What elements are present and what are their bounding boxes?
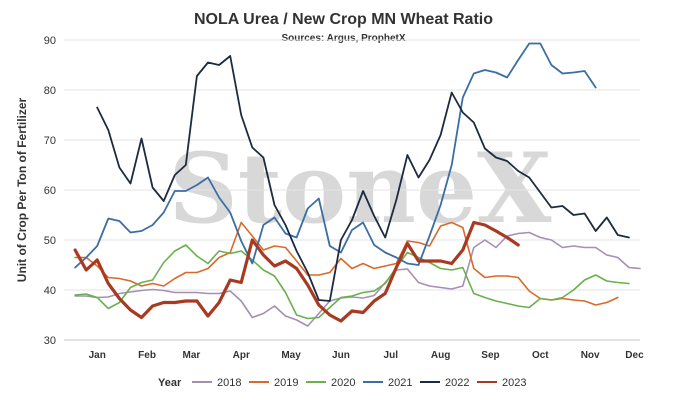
chart-subtitle: Sources: Argus, ProphetX <box>281 33 405 44</box>
chart-title: NOLA Urea / New Crop MN Wheat Ratio <box>194 11 493 28</box>
x-tick-label-apr: Apr <box>233 350 250 361</box>
x-tick-label-jan: Jan <box>89 350 106 361</box>
x-tick-label-jul: Jul <box>384 350 399 361</box>
gridlines <box>64 39 640 341</box>
x-tick-label-jun: Jun <box>332 350 350 361</box>
legend-title: Year <box>158 377 182 389</box>
y-tick-label-50: 50 <box>44 235 56 247</box>
y-tick-label-40: 40 <box>44 285 56 297</box>
y-tick-label-70: 70 <box>44 135 56 147</box>
legend-label-2021: 2021 <box>388 377 412 389</box>
x-tick-label-may: May <box>281 350 301 361</box>
y-tick-label-90: 90 <box>44 35 56 47</box>
legend-label-2018: 2018 <box>217 377 241 389</box>
x-tick-label-feb: Feb <box>138 350 156 361</box>
series-line-2021 <box>74 42 597 269</box>
legend-label-2023: 2023 <box>502 377 526 389</box>
y-tick-label-80: 80 <box>44 85 56 97</box>
legend-label-2022: 2022 <box>445 377 469 389</box>
series-line-2023 <box>73 220 520 323</box>
x-tick-label-sep: Sep <box>481 350 499 361</box>
series-line-2019 <box>74 221 619 306</box>
legend: Year 2018 2019 2020 2021 2022 2023 <box>158 377 526 389</box>
x-tick-label-aug: Aug <box>431 350 450 361</box>
x-tick-label-nov: Nov <box>581 350 600 361</box>
x-tick-label-dec: Dec <box>625 350 644 361</box>
series-lines <box>73 42 641 327</box>
axes: 30 40 50 60 70 80 90 Jan Feb Mar Apr May Jun Jul Aug Se… <box>44 35 644 361</box>
x-tick-label-mar: Mar <box>182 350 200 361</box>
x-tick-label-oct: Oct <box>532 350 549 361</box>
y-tick-label-30: 30 <box>44 335 56 347</box>
series-line-2018 <box>74 231 641 327</box>
y-tick-label-60: 60 <box>44 185 56 197</box>
watermark-text: StoneX <box>168 132 552 245</box>
legend-label-2019: 2019 <box>274 377 298 389</box>
legend-label-2020: 2020 <box>331 377 355 389</box>
series-line-2020 <box>74 244 630 320</box>
series-line-2022 <box>96 55 630 302</box>
y-axis-label: Unit of Crop Per Ton of Fertilizer <box>15 97 29 282</box>
